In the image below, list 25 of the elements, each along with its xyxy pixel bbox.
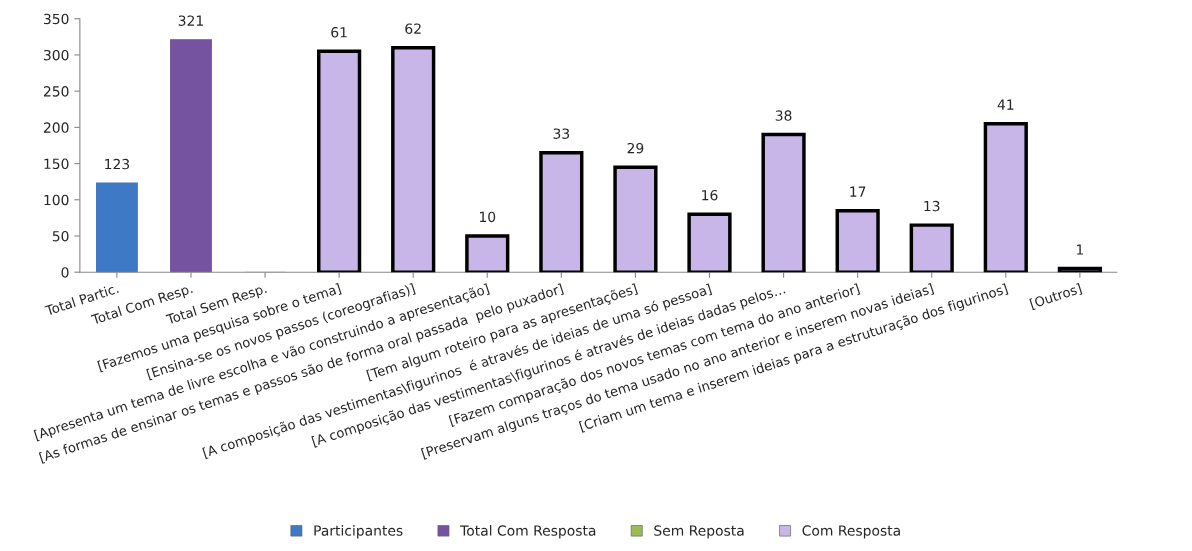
data-label: 321	[178, 15, 203, 26]
data-label: 33	[553, 128, 570, 139]
legend-label: Com Resposta	[802, 525, 900, 539]
y-tick-label: 150	[44, 158, 69, 170]
data-label: 29	[627, 142, 644, 154]
y-tick-label: 350	[44, 13, 69, 25]
data-label: 1	[1076, 244, 1083, 255]
data-label: 123	[105, 158, 130, 170]
y-tick-label: 0	[61, 267, 69, 278]
data-label: 41	[997, 99, 1014, 110]
y-tick-label: 200	[43, 122, 69, 133]
data-label: 16	[702, 189, 718, 201]
legend-label: Sem Reposta	[654, 525, 744, 539]
data-label: 61	[331, 27, 347, 38]
data-label: 17	[850, 186, 866, 197]
legend-label: Total Com Resposta	[460, 525, 596, 539]
data-label: 38	[775, 110, 792, 121]
y-tick-label: 250	[43, 86, 69, 97]
y-tick-label: 50	[52, 230, 69, 242]
data-label: 10	[479, 211, 496, 223]
y-tick-label: 300	[44, 49, 69, 61]
data-label: 62	[405, 23, 421, 34]
y-tick-label: 100	[44, 194, 69, 206]
legend-label: Participantes	[314, 525, 403, 539]
data-label: 13	[924, 200, 940, 212]
